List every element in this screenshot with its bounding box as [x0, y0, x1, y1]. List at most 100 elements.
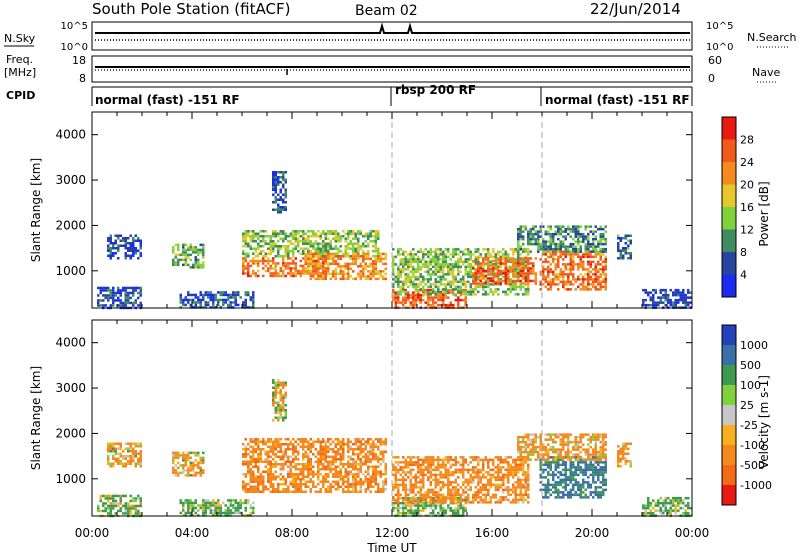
velocity-cell: [324, 460, 327, 463]
velocity-cell: [297, 443, 300, 446]
velocity-cell: [367, 470, 370, 473]
velocity-cell: [332, 450, 335, 453]
velocity-cell: [269, 448, 272, 451]
velocity-cell: [464, 486, 467, 489]
velocity-cell: [372, 445, 375, 448]
power-cell: [209, 291, 212, 294]
velocity-cell: [289, 448, 292, 451]
power-cell: [452, 288, 455, 291]
power-cell: [564, 245, 567, 248]
power-cell: [622, 257, 625, 260]
velocity-cell: [302, 445, 305, 448]
velocity-cell: [279, 416, 282, 419]
velocity-cell: [259, 480, 262, 483]
velocity-cell: [279, 463, 282, 466]
velocity-cell: [272, 490, 275, 493]
power-cell: [247, 252, 250, 255]
power-cell: [434, 248, 437, 251]
power-cell: [549, 270, 552, 274]
power-cell: [129, 249, 132, 252]
velocity-cell: [492, 463, 495, 467]
velocity-cell: [114, 452, 117, 455]
power-cell: [204, 291, 207, 294]
power-cell: [559, 280, 562, 284]
power-cell: [112, 301, 115, 305]
power-cell: [422, 258, 425, 261]
power-cell: [202, 263, 205, 267]
velocity-cell: [427, 456, 430, 459]
velocity-cell: [137, 509, 140, 513]
power-cell: [587, 268, 590, 271]
power-cell: [272, 245, 275, 248]
power-cell: [597, 283, 600, 286]
velocity-cell: [212, 504, 215, 507]
power-cell: [457, 290, 460, 294]
power-cell: [559, 225, 562, 228]
power-cell: [579, 232, 582, 236]
power-cell: [184, 248, 187, 252]
velocity-cell: [464, 496, 467, 499]
velocity-cell: [252, 478, 255, 481]
velocity-cell: [384, 463, 387, 466]
power-cell: [332, 262, 335, 266]
power-cell: [249, 247, 252, 250]
velocity-cell: [382, 490, 385, 493]
velocity-cell: [287, 458, 290, 461]
velocity-cell: [267, 463, 270, 466]
power-cell: [582, 268, 585, 271]
power-cell: [139, 286, 142, 290]
power-cell: [462, 290, 465, 294]
velocity-cell: [452, 481, 455, 484]
velocity-cell: [319, 480, 322, 483]
power-cell: [554, 273, 557, 276]
power-cell: [132, 244, 135, 247]
velocity-cell: [247, 488, 250, 491]
power-cell: [242, 301, 245, 304]
velocity-cell: [404, 493, 407, 497]
velocity-cell: [374, 468, 377, 471]
power-cell: [472, 279, 475, 283]
power-cell: [357, 247, 360, 250]
velocity-cell: [124, 465, 127, 468]
power-cell: [404, 298, 407, 302]
power-cell: [434, 253, 437, 256]
power-cell: [604, 278, 607, 281]
velocity-cell: [192, 469, 195, 472]
velocity-cell: [352, 465, 355, 468]
velocity-cell: [314, 440, 317, 443]
power-cell: [592, 245, 595, 248]
velocity-cell: [329, 468, 332, 471]
velocity-cell: [309, 443, 312, 446]
velocity-cell: [434, 504, 437, 507]
velocity-cell: [407, 509, 410, 512]
power-cell: [557, 242, 560, 246]
power-cell: [554, 225, 557, 228]
power-cell: [487, 277, 490, 280]
velocity-cell: [317, 440, 320, 443]
power-cell: [244, 230, 247, 233]
power-cell: [129, 296, 132, 300]
velocity-cell: [214, 514, 217, 517]
velocity-cell: [267, 455, 270, 458]
power-cell: [369, 265, 372, 268]
power-cell: [432, 270, 435, 274]
power-cell: [552, 232, 555, 236]
velocity-cell: [272, 478, 275, 481]
velocity-cell: [272, 475, 275, 478]
power-cell: [329, 252, 332, 256]
power-cell: [179, 301, 182, 304]
power-cell: [327, 252, 330, 256]
power-cell: [672, 291, 675, 294]
velocity-cell: [454, 506, 457, 510]
power-cell: [517, 268, 520, 271]
velocity-cell: [99, 499, 102, 503]
velocity-cell: [454, 478, 457, 482]
velocity-cell: [267, 475, 270, 478]
power-cell: [482, 277, 485, 280]
power-cell: [112, 299, 115, 302]
power-cell: [277, 206, 280, 209]
power-cell: [267, 257, 270, 260]
power-cell: [434, 280, 437, 284]
power-cell: [397, 278, 400, 281]
power-cell: [584, 225, 587, 228]
